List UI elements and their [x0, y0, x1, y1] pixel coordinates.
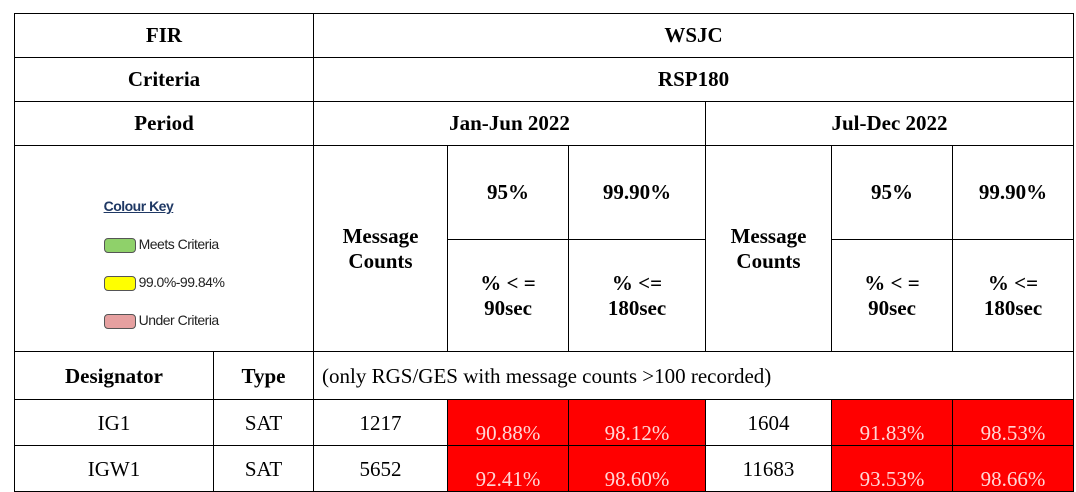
- key-label: Meets Criteria: [138, 236, 220, 253]
- col-header: Type: [212, 351, 315, 401]
- period-row: Period Jan-Jun 2022 Jul-Dec 2022: [13, 101, 1075, 146]
- header-row: Colour Key Meets Criteria 99.0%-99.84% U…: [13, 144, 1075, 353]
- col-header: 95%: [447, 144, 570, 241]
- label: Criteria: [13, 57, 315, 102]
- data-cell: 91.83%: [831, 399, 954, 447]
- data-cell: 92.41%: [447, 445, 570, 492]
- key-item: Under Criteria: [103, 311, 225, 330]
- data-cell: 98.12%: [568, 399, 707, 447]
- key-item: 99.0%-99.84%: [103, 273, 225, 292]
- col-header: Designator: [14, 351, 214, 401]
- subheader-row: % < = 90sec % <= 180sec % < = 90sec % <=…: [15, 239, 1075, 353]
- col-header: 95%: [831, 144, 954, 241]
- data-cell: 5652: [313, 445, 449, 492]
- key-label: 99.0%-99.84%: [138, 274, 225, 291]
- col-subheader: % <= 180sec: [952, 239, 1075, 353]
- fir-row: FIR WSJC: [13, 13, 1075, 58]
- data-row: IGW1 SAT 5652 92.41% 98.60% 11683 93.53% 98.66%: [14, 445, 1075, 492]
- col-header: Message Counts: [705, 144, 833, 353]
- swatch: [103, 237, 136, 253]
- data-cell: 93.53%: [831, 445, 954, 492]
- period: Jul-Dec 2022: [705, 101, 1075, 146]
- data-cell: 1217: [313, 399, 449, 447]
- value: RSP180: [313, 57, 1075, 102]
- colour-key: Colour Key Meets Criteria 99.0%-99.84% U…: [98, 176, 231, 351]
- col-subheader: % <= 180sec: [568, 239, 707, 353]
- data-cell: 98.53%: [952, 399, 1075, 447]
- label: Period: [13, 101, 315, 146]
- col-header: Message Counts: [313, 144, 449, 353]
- note: (only RGS/GES with message counts >100 r…: [313, 351, 1075, 401]
- colour-key-cell: Colour Key Meets Criteria 99.0%-99.84% U…: [13, 144, 315, 353]
- data-cell: SAT: [212, 445, 315, 492]
- data-cell: SAT: [212, 399, 315, 447]
- data-cell: 11683: [705, 445, 833, 492]
- designator-row: Designator Type (only RGS/GES with messa…: [14, 351, 1075, 401]
- fir-table: FIR WSJC Criteria RSP180 Period Jan-Jun …: [13, 13, 1075, 492]
- criteria-row: Criteria RSP180: [13, 57, 1075, 102]
- page: FIR WSJC Criteria RSP180 Period Jan-Jun …: [13, 13, 1075, 492]
- data-cell: 90.88%: [447, 399, 570, 447]
- col-header: 99.90%: [952, 144, 1075, 241]
- data-cell: IGW1: [14, 445, 214, 492]
- data-cell: 98.60%: [568, 445, 707, 492]
- swatch: [103, 275, 136, 291]
- col-header: 99.90%: [568, 144, 707, 241]
- data-cell: IG1: [14, 399, 214, 447]
- key-title: Colour Key: [103, 198, 174, 215]
- value: WSJC: [313, 13, 1075, 58]
- period: Jan-Jun 2022: [313, 101, 707, 146]
- swatch: [103, 313, 136, 329]
- data-cell: 1604: [705, 399, 833, 447]
- data-row: IG1 SAT 1217 90.88% 98.12% 1604 91.83% 98.53%: [14, 399, 1075, 447]
- key-item: Meets Criteria: [103, 235, 225, 254]
- key-label: Under Criteria: [138, 312, 220, 329]
- data-cell: 98.66%: [952, 445, 1075, 492]
- label: FIR: [13, 13, 315, 58]
- col-subheader: % < = 90sec: [831, 239, 954, 353]
- col-subheader: % < = 90sec: [447, 239, 570, 353]
